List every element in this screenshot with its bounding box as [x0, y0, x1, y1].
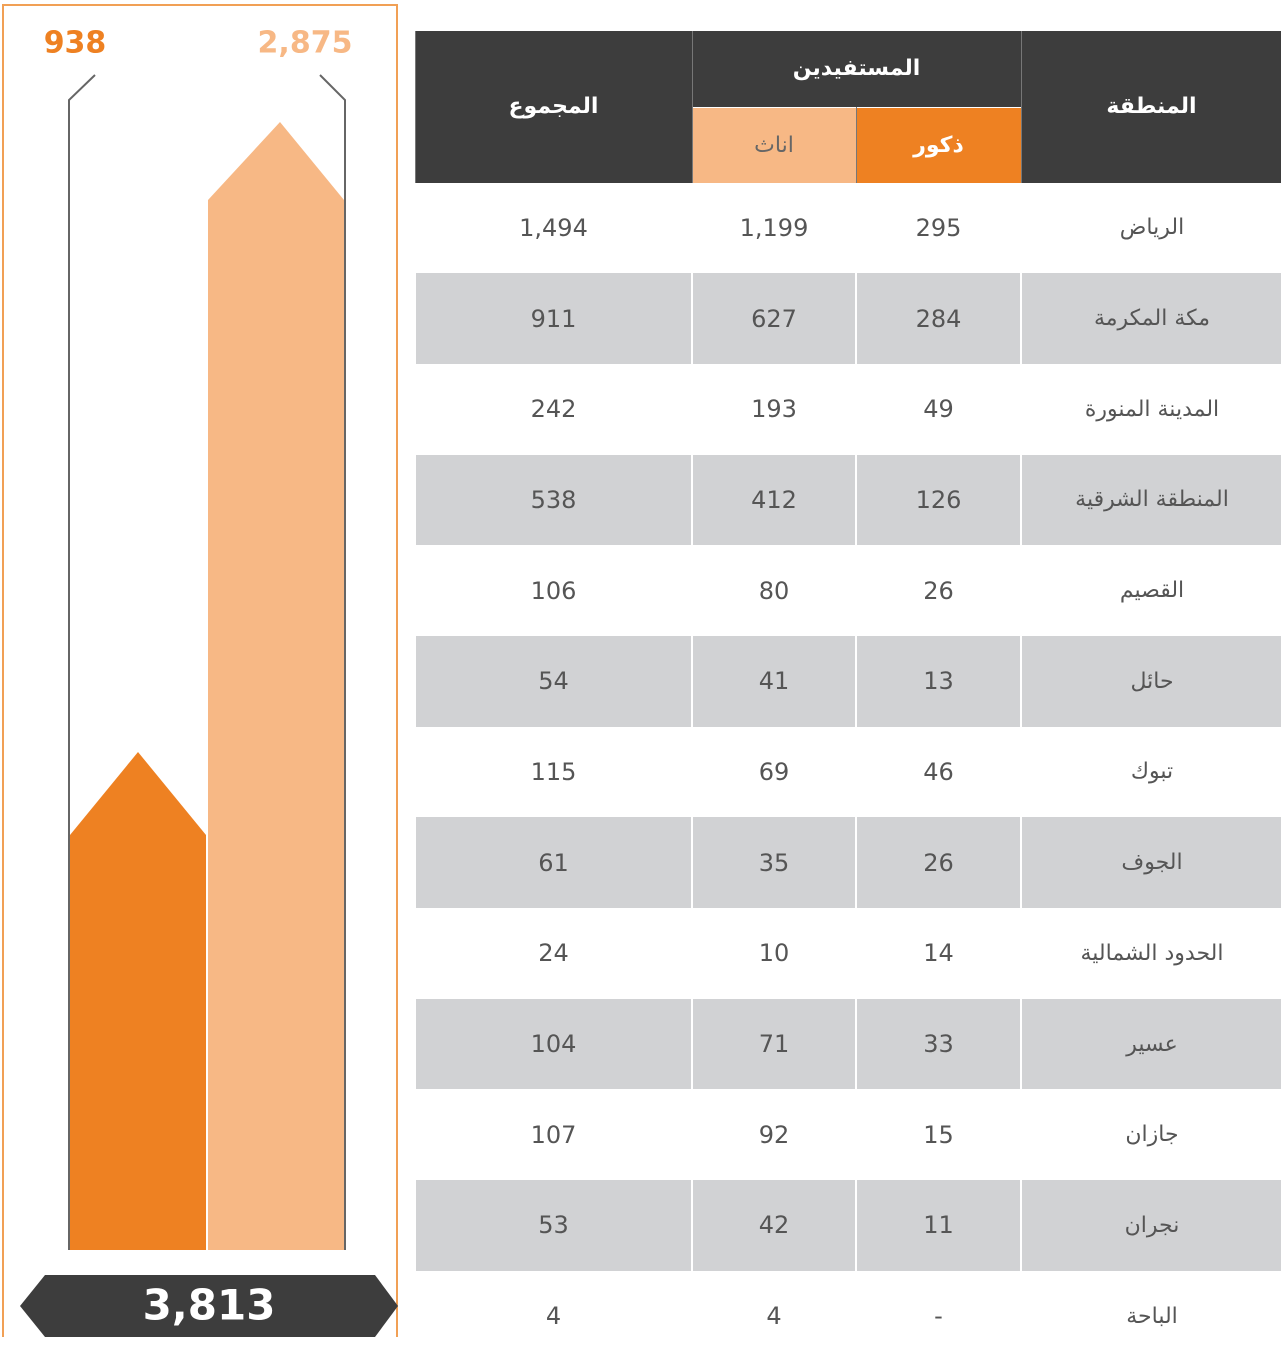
cell-males: 33: [856, 999, 1021, 1090]
cell-region: الحدود الشمالية: [1021, 908, 1281, 999]
cell-females: 69: [692, 727, 856, 818]
cell-females: 1,199: [692, 183, 856, 274]
cell-region: نجران: [1021, 1180, 1281, 1271]
header-region: المنطقة: [1021, 31, 1281, 183]
cell-region: مكة المكرمة: [1021, 273, 1281, 364]
cell-total: 53: [415, 1180, 692, 1271]
cell-males: 13: [856, 636, 1021, 727]
summary-panel: 938 2,875 3,813: [0, 0, 400, 1337]
cell-total: 1,494: [415, 183, 692, 274]
header-females: اناث: [692, 107, 856, 183]
cell-total: 54: [415, 636, 692, 727]
cell-males: -: [856, 1271, 1021, 1361]
males-total: 938: [44, 26, 107, 61]
cell-region: القصيم: [1021, 545, 1281, 636]
cell-females: 41: [692, 636, 856, 727]
cell-region: تبوك: [1021, 727, 1281, 818]
cell-females: 4: [692, 1271, 856, 1361]
cell-males: 26: [856, 817, 1021, 908]
cell-total: 61: [415, 817, 692, 908]
cell-males: 15: [856, 1089, 1021, 1180]
males-arrow: [70, 752, 206, 1250]
cell-total: 24: [415, 908, 692, 999]
cell-region: الباحة: [1021, 1271, 1281, 1361]
cell-females: 92: [692, 1089, 856, 1180]
females-total: 2,875: [258, 26, 353, 61]
cell-region: الجوف: [1021, 817, 1281, 908]
cell-males: 11: [856, 1180, 1021, 1271]
header-total: المجموع: [415, 31, 692, 183]
cell-region: الرياض: [1021, 183, 1281, 274]
cell-males: 14: [856, 908, 1021, 999]
cell-region: المدينة المنورة: [1021, 364, 1281, 455]
cell-total: 4: [415, 1271, 692, 1361]
cell-females: 193: [692, 364, 856, 455]
cell-males: 49: [856, 364, 1021, 455]
cell-region: جازان: [1021, 1089, 1281, 1180]
cell-males: 46: [856, 727, 1021, 818]
cell-females: 627: [692, 273, 856, 364]
cell-total: 242: [415, 364, 692, 455]
cell-females: 71: [692, 999, 856, 1090]
header-males: ذكور: [856, 107, 1021, 183]
cell-males: 295: [856, 183, 1021, 274]
cell-region: عسير: [1021, 999, 1281, 1090]
grand-total: 3,813: [143, 1281, 276, 1330]
beneficiaries-table: المنطقة المستفيدين المجموع ذكور اناث الر…: [414, 31, 1281, 1361]
cell-total: 106: [415, 545, 692, 636]
cell-females: 10: [692, 908, 856, 999]
cell-total: 107: [415, 1089, 692, 1180]
cell-males: 26: [856, 545, 1021, 636]
cell-region: حائل: [1021, 636, 1281, 727]
cell-females: 80: [692, 545, 856, 636]
cell-total: 911: [415, 273, 692, 364]
cell-region: المنطقة الشرقية: [1021, 455, 1281, 546]
cell-females: 35: [692, 817, 856, 908]
cell-females: 42: [692, 1180, 856, 1271]
cell-males: 284: [856, 273, 1021, 364]
cell-females: 412: [692, 455, 856, 546]
cell-total: 115: [415, 727, 692, 818]
females-arrow: [208, 122, 344, 1250]
cell-total: 104: [415, 999, 692, 1090]
cell-total: 538: [415, 455, 692, 546]
header-beneficiaries: المستفيدين: [692, 31, 1021, 107]
cell-males: 126: [856, 455, 1021, 546]
